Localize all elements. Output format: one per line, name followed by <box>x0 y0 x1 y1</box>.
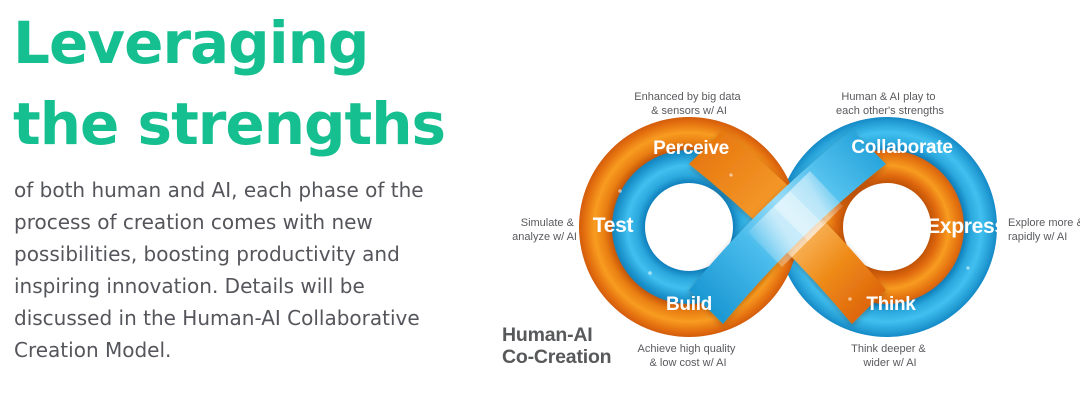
human-ai-co-creation-diagram: Perceive Collaborate Test Express Build … <box>502 91 1080 369</box>
note-think-line-1: Think deeper & <box>851 343 926 355</box>
body-line: possibilities, boosting productivity and <box>14 242 400 266</box>
note-build-line-2: & low cost w/ AI <box>649 357 726 369</box>
body-paragraph: of both human and AI, each phase of the … <box>14 174 494 366</box>
note-express-line-1: Explore more & <box>1008 217 1080 229</box>
note-think: Think deeper & wider w/ AI <box>851 343 929 369</box>
sparkle-dot <box>848 297 852 301</box>
note-think-line-2: wider w/ AI <box>862 357 916 369</box>
sparkle-dots <box>618 145 970 301</box>
note-perceive-line-2: & sensors w/ AI <box>651 105 727 117</box>
glass-highlight <box>748 171 843 267</box>
sparkle-dot <box>729 173 733 177</box>
note-build: Achieve high quality & low cost w/ AI <box>638 343 739 369</box>
note-build-line-1: Achieve high quality <box>638 343 736 355</box>
phase-label-collaborate: Collaborate <box>851 137 952 158</box>
body-line: inspiring innovation. Details will be <box>14 274 365 298</box>
note-collaborate-line-2: each other's strengths <box>836 105 944 117</box>
headline-line-2: the strengths <box>13 90 446 158</box>
note-collaborate-line-1: Human & AI play to <box>841 91 935 103</box>
diagram-caption-line-1: Human-AI <box>502 324 592 346</box>
note-perceive: Enhanced by big data & sensors w/ AI <box>634 91 743 117</box>
body-line: Creation Model. <box>14 338 172 362</box>
note-collaborate: Human & AI play to each other's strength… <box>836 91 944 117</box>
sparkle-dot <box>966 266 970 270</box>
headline-line-1: Leveraging <box>13 9 369 77</box>
note-express: Explore more & rapidly w/ AI <box>1008 217 1080 243</box>
note-test: Simulate & analyze w/ AI <box>512 217 577 243</box>
body-line: discussed in the Human-AI Collaborative <box>14 306 420 330</box>
sparkle-dot <box>930 145 934 149</box>
diagram-caption-line-2: Co-Creation <box>502 346 611 368</box>
note-perceive-line-1: Enhanced by big data <box>634 91 741 103</box>
body-line: process of creation comes with new <box>14 210 373 234</box>
note-express-line-2: rapidly w/ AI <box>1008 231 1067 243</box>
note-test-line-1: Simulate & <box>521 217 575 229</box>
page-title: Leveraging the strengths <box>13 3 446 165</box>
note-test-line-2: analyze w/ AI <box>512 231 577 243</box>
diagram-caption: Human-AI Co-Creation <box>502 324 611 368</box>
phase-label-express: Express <box>926 215 1006 238</box>
body-line: of both human and AI, each phase of the <box>14 178 424 202</box>
phase-label-think: Think <box>866 294 916 315</box>
phase-label-perceive: Perceive <box>653 138 729 159</box>
sparkle-dot <box>618 189 622 193</box>
phase-label-test: Test <box>593 214 634 237</box>
phase-label-build: Build <box>666 294 712 315</box>
glass-highlight-core <box>774 191 824 241</box>
sparkle-dot <box>648 271 652 275</box>
